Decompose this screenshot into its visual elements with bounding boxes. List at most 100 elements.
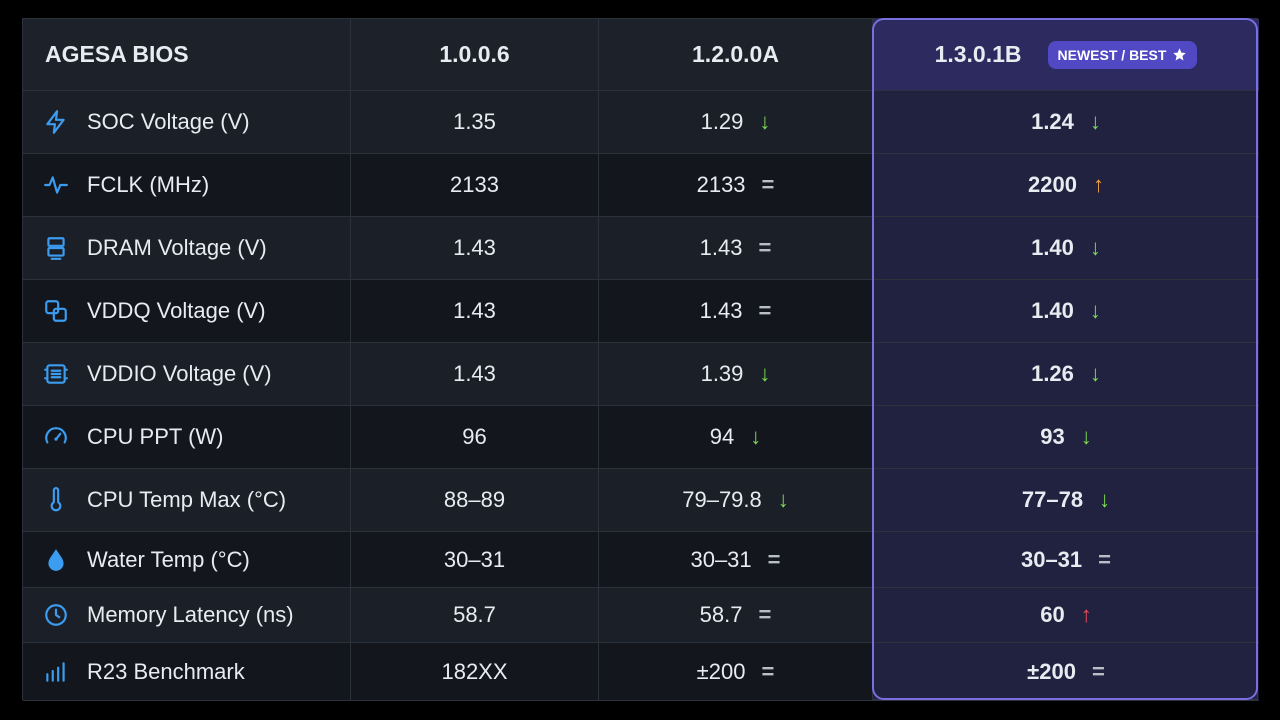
value: 93	[1040, 424, 1065, 449]
trend-indicator: ↓	[1089, 298, 1101, 323]
row-label-text: SOC Voltage (V)	[87, 109, 250, 134]
value: 94	[709, 424, 735, 449]
value: 30–31	[690, 546, 752, 572]
row-label: SOC Voltage (V)	[23, 91, 351, 154]
value-cell: 1.43	[351, 343, 599, 406]
value: 58.7	[699, 602, 743, 627]
value-cell: 2200 ↑	[873, 154, 1259, 217]
trend-indicator: ↑	[1080, 602, 1092, 627]
value: 30–31	[1020, 546, 1083, 572]
value: 88–89	[443, 487, 506, 512]
value: 77–78	[1021, 487, 1084, 512]
row-label: Water Temp (°C)	[23, 532, 351, 588]
icon	[45, 300, 67, 322]
value-cell: 77–78 ↓	[873, 469, 1259, 532]
value: 1.39	[700, 361, 744, 386]
icon	[45, 604, 67, 626]
value-cell: 1.40 ↓	[873, 217, 1259, 280]
row-label: CPU PPT (W)	[23, 406, 351, 469]
row-label: VDDIO Voltage (V)	[23, 343, 351, 406]
value-cell: 30–31 =	[599, 532, 873, 588]
value-cell: 58.7 =	[599, 588, 873, 643]
trend-indicator: ↓	[759, 361, 771, 386]
value: ±200	[696, 658, 746, 684]
value: 1.24	[1031, 109, 1074, 134]
trend-indicator: =	[761, 172, 775, 197]
header-cell: 1.0.0.6	[351, 19, 599, 91]
row-label-text: DRAM Voltage (V)	[87, 235, 267, 260]
icon	[46, 661, 65, 682]
value: 96	[462, 424, 487, 449]
value: 182XX	[441, 658, 508, 684]
value: 30–31	[443, 546, 506, 572]
value: ±200	[1027, 658, 1076, 684]
value-cell: 2133	[351, 154, 599, 217]
trend-indicator: ↓	[750, 424, 762, 449]
value: 1.43	[453, 298, 496, 323]
value-cell: 58.7	[351, 588, 599, 643]
trend-indicator: =	[761, 658, 775, 684]
header-cell: 1.3.0.1B NEWEST / BEST	[873, 19, 1259, 91]
row-label: Memory Latency (ns)	[23, 588, 351, 643]
value: 60	[1040, 602, 1065, 627]
value: 58.7	[453, 602, 496, 627]
trend-indicator: =	[1091, 658, 1105, 684]
value-cell: 182XX	[351, 643, 599, 701]
icon	[1173, 48, 1187, 61]
icon	[46, 110, 65, 134]
value-cell: 88–89	[351, 469, 599, 532]
value-cell: 96	[351, 406, 599, 469]
value-cell: 30–31 =	[873, 532, 1259, 588]
value: 1.43	[699, 235, 743, 260]
value-cell: 1.43	[351, 280, 599, 343]
trend-indicator: ↑	[1092, 172, 1104, 197]
icon	[44, 176, 68, 194]
row-label: R23 Benchmark	[23, 643, 351, 701]
value-cell: 1.43 =	[599, 217, 873, 280]
row-label-text: CPU PPT (W)	[87, 424, 224, 449]
value-cell: 2133 =	[599, 154, 873, 217]
value: 1.43	[453, 235, 496, 260]
comparison-table: AGESA BIOS 1.0.0.6 1.2.0.0A 1.3.0.1B NEWEST …	[22, 18, 1259, 701]
header-text: 1.2.0.0A	[692, 41, 779, 67]
trend-indicator: =	[758, 298, 772, 323]
value: 1.43	[699, 298, 743, 323]
value-cell: 1.43 =	[599, 280, 873, 343]
value-cell: 1.35	[351, 91, 599, 154]
value: 2133	[696, 172, 746, 197]
header-cell: 1.2.0.0A	[599, 19, 873, 91]
value: 1.29	[700, 109, 744, 134]
trend-indicator: ↓	[1089, 109, 1101, 134]
icon	[48, 548, 64, 571]
trend-indicator: ↓	[1089, 235, 1101, 260]
value-cell: 1.39 ↓	[599, 343, 873, 406]
value: 1.40	[1031, 235, 1074, 260]
value-cell: ±200 =	[599, 643, 873, 701]
icon	[50, 487, 62, 512]
badge-text: NEWEST / BEST	[1057, 46, 1167, 63]
row-label: VDDQ Voltage (V)	[23, 280, 351, 343]
icon	[44, 364, 68, 384]
row-label-text: CPU Temp Max (°C)	[87, 487, 287, 512]
value-cell: 1.26 ↓	[873, 343, 1259, 406]
icon	[47, 237, 65, 260]
trend-indicator: ↓	[1080, 424, 1092, 449]
value-cell: 1.29 ↓	[599, 91, 873, 154]
trend-indicator: ↓	[777, 487, 789, 512]
trend-indicator: =	[758, 235, 772, 260]
value-cell: ±200 =	[873, 643, 1259, 701]
trend-indicator: =	[758, 602, 772, 627]
row-label-text: R23 Benchmark	[87, 658, 245, 684]
value-cell: 1.40 ↓	[873, 280, 1259, 343]
row-label-text: Water Temp (°C)	[87, 546, 250, 572]
value-cell: 1.43	[351, 217, 599, 280]
value-cell: 94 ↓	[599, 406, 873, 469]
header-cell: AGESA BIOS	[23, 19, 351, 91]
value-cell: 79–79.8 ↓	[599, 469, 873, 532]
row-label-text: Memory Latency (ns)	[87, 602, 294, 627]
value-cell: 30–31	[351, 532, 599, 588]
row-label: DRAM Voltage (V)	[23, 217, 351, 280]
value: 1.43	[453, 361, 496, 386]
header-text: AGESA BIOS	[45, 41, 189, 67]
trend-indicator: ↓	[759, 109, 771, 134]
